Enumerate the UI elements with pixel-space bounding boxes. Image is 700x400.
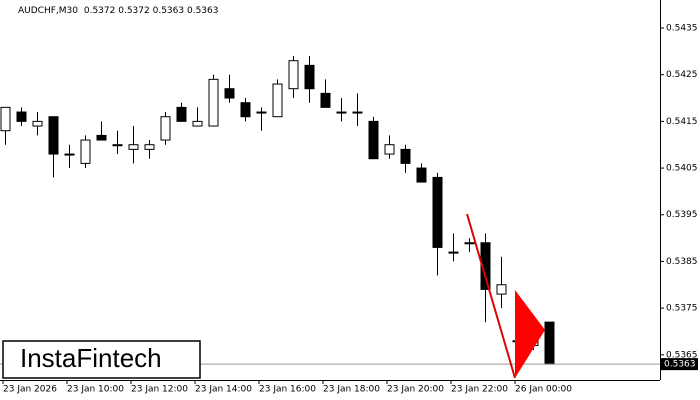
pennant-pattern: [466, 213, 545, 379]
y-tick-label: 0.5435: [666, 24, 698, 34]
y-tick-label: 0.5415: [666, 117, 698, 127]
candle-body: [464, 242, 475, 245]
logo: InstaFintech: [20, 343, 162, 373]
last-price-label: 0.5363: [664, 360, 696, 370]
candle-body: [448, 251, 459, 254]
candle-body: [336, 111, 347, 114]
candle-body: [208, 78, 219, 127]
x-tick-label: 23 Jan 22:00: [451, 385, 508, 395]
candle-body: [112, 144, 123, 147]
x-tick-label: 23 Jan 10:00: [67, 385, 124, 395]
y-tick-label: 0.5405: [666, 164, 698, 174]
symbol: AUDCHF,M30: [18, 6, 78, 16]
candle-body: [128, 144, 139, 150]
candle-body: [256, 111, 267, 114]
candle-body: [16, 111, 27, 122]
x-tick-label: 23 Jan 16:00: [259, 385, 316, 395]
candle-body: [400, 148, 411, 164]
header-value: 0.5372: [84, 6, 116, 16]
candle-body: [496, 284, 507, 295]
pattern-flag: [515, 290, 545, 378]
candle-body: [0, 106, 11, 132]
candle-body: [176, 106, 187, 122]
pattern-pole: [466, 213, 516, 379]
y-tick-label: 0.5385: [666, 257, 698, 267]
candle-body: [384, 144, 395, 155]
candle-body: [480, 242, 491, 290]
candle-body: [192, 120, 203, 127]
candle-body: [416, 167, 427, 183]
x-tick-label: 23 Jan 20:00: [387, 385, 444, 395]
candle-body: [64, 153, 75, 156]
x-tick-label: 23 Jan 18:00: [323, 385, 380, 395]
chart-header: AUDCHF,M30 0.5372 0.5372 0.5363 0.5363: [18, 6, 218, 16]
x-tick-label: 23 Jan 2026: [3, 385, 57, 395]
candle-body: [224, 88, 235, 99]
candle-body: [352, 111, 363, 114]
candle-body: [544, 321, 555, 365]
y-tick-label: 0.5375: [666, 304, 698, 314]
x-tick-label: 23 Jan 12:00: [131, 385, 188, 395]
candle-body: [272, 83, 283, 118]
candle-body: [144, 144, 155, 150]
candle-body: [96, 134, 107, 141]
x-tick-label: 26 Jan 00:00: [515, 385, 572, 395]
candle-body: [80, 139, 91, 164]
candle-body: [288, 60, 299, 90]
candle-body: [160, 116, 171, 141]
x-tick-label: 23 Jan 14:00: [195, 385, 252, 395]
last-price-box: [661, 358, 698, 371]
y-tick-label: 0.5365: [666, 350, 698, 360]
candle-body: [32, 120, 43, 127]
y-tick-label: 0.5395: [666, 210, 698, 220]
candle-body: [48, 116, 59, 155]
candle-body: [240, 102, 251, 118]
candle-body: [304, 64, 315, 90]
candle-body: [368, 120, 379, 160]
candle-body: [432, 176, 443, 248]
candle-body: [320, 92, 331, 108]
header-value: 0.5363: [187, 6, 219, 16]
header-value: 0.5363: [153, 6, 185, 16]
y-tick-label: 0.5425: [666, 70, 698, 80]
header-value: 0.5372: [118, 6, 150, 16]
logo-box: [2, 340, 201, 379]
